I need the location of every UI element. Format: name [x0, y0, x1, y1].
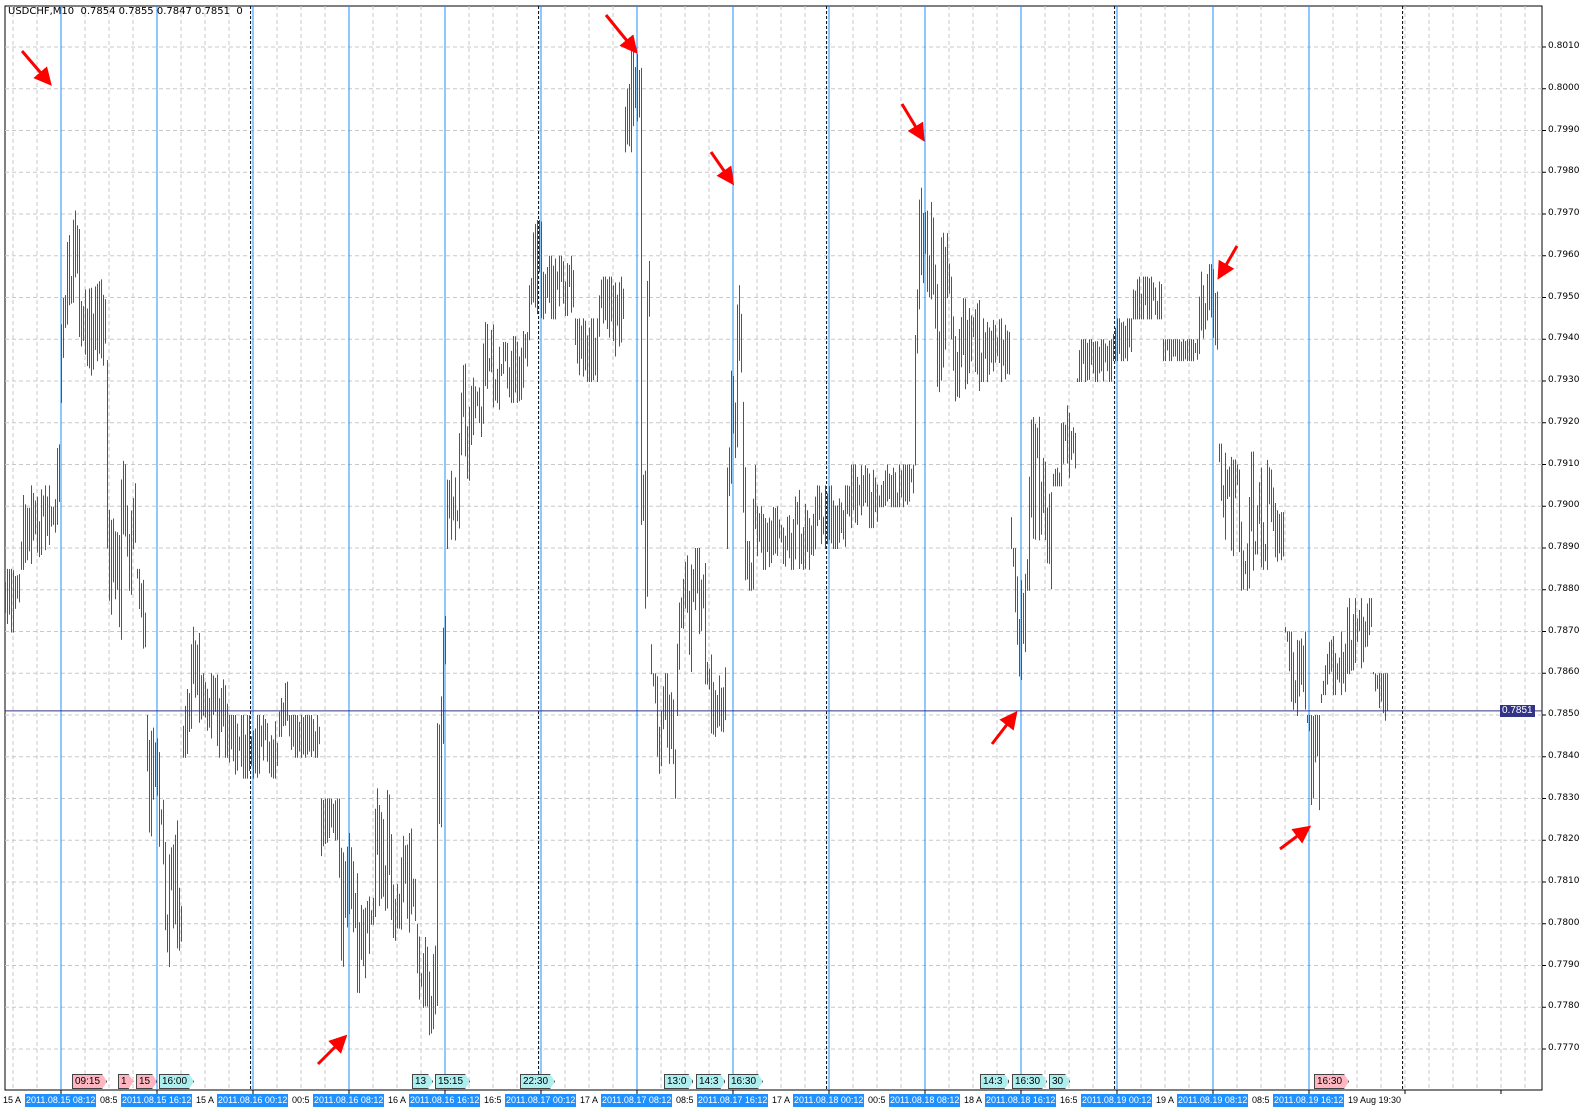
- x-tick-label: 00:5: [292, 1095, 310, 1105]
- y-tick-label: 0.7850: [1548, 709, 1580, 719]
- current-price-label: 0.7851: [1500, 704, 1535, 717]
- y-tick-label: 0.7870: [1548, 625, 1580, 636]
- y-tick-label: 0.7860: [1548, 667, 1580, 678]
- x-tick-label: 17 A: [580, 1095, 599, 1105]
- x-tick-label: 19 Aug 19:30: [1348, 1095, 1402, 1105]
- red-arrow-annotation: [20, 50, 52, 86]
- event-label[interactable]: 1: [118, 1074, 134, 1089]
- event-label[interactable]: 09:15: [72, 1074, 107, 1089]
- y-tick-label: 0.7820: [1548, 834, 1580, 845]
- period-time-label: 2011.08.18 16:12: [985, 1094, 1057, 1107]
- event-label[interactable]: 15: [136, 1074, 157, 1089]
- y-tick-label: 0.7920: [1548, 416, 1580, 427]
- x-tick-label: 08:5: [1252, 1095, 1270, 1105]
- red-arrow-annotation: [709, 151, 735, 186]
- period-time-label: 2011.08.17 08:12: [601, 1094, 673, 1107]
- event-label[interactable]: 15:15: [435, 1074, 470, 1089]
- y-tick-label: 0.7830: [1548, 792, 1580, 803]
- y-tick-label: 0.8000: [1548, 82, 1580, 93]
- y-tick-label: 0.7890: [1548, 542, 1580, 552]
- period-time-label: 2011.08.19 00:12: [1081, 1094, 1153, 1107]
- y-tick-label: 0.7990: [1548, 124, 1580, 135]
- red-arrow-annotation: [316, 1034, 348, 1066]
- red-arrow-annotation: [1217, 245, 1239, 280]
- red-arrow-annotation: [1279, 825, 1312, 851]
- period-time-label: 2011.08.16 08:12: [313, 1094, 385, 1107]
- period-time-label: 2011.08.16 00:12: [217, 1094, 289, 1107]
- event-label[interactable]: 16:00: [159, 1074, 194, 1089]
- y-tick-label: 0.7980: [1548, 166, 1580, 177]
- x-tick-label: 18 A: [964, 1095, 983, 1105]
- period-time-label: 2011.08.17 16:12: [697, 1094, 769, 1107]
- period-time-label: 2011.08.18 08:12: [889, 1094, 961, 1107]
- event-label[interactable]: 14:3: [696, 1074, 725, 1089]
- period-time-label: 2011.08.17 00:12: [505, 1094, 577, 1107]
- x-tick-label: 00:5: [868, 1095, 886, 1105]
- period-time-label: 2011.08.15 08:12: [25, 1094, 97, 1107]
- period-time-label: 2011.08.18 00:12: [793, 1094, 865, 1107]
- chart-header: USDCHF,M10 0.7854 0.7855 0.7847 0.7851 0: [8, 6, 243, 17]
- y-tick-label: 0.7930: [1548, 375, 1580, 385]
- period-time-label: 2011.08.19 08:12: [1177, 1094, 1249, 1107]
- event-label[interactable]: 14:3: [980, 1074, 1009, 1089]
- event-label[interactable]: 22:30: [520, 1074, 555, 1089]
- x-tick-label: 08:5: [676, 1095, 694, 1105]
- y-tick-label: 0.7910: [1548, 458, 1580, 469]
- x-tick-label: 15 A: [3, 1095, 22, 1105]
- y-tick-label: 0.7940: [1548, 333, 1580, 344]
- y-tick-label: 0.7950: [1548, 291, 1580, 302]
- event-label[interactable]: 13: [412, 1074, 433, 1089]
- x-tick-label: 16 A: [388, 1095, 407, 1105]
- y-tick-label: 0.7900: [1548, 500, 1580, 511]
- x-tick-label: 16:5: [484, 1095, 502, 1105]
- x-tick-label: 16:5: [1060, 1095, 1078, 1105]
- event-label[interactable]: 16:30: [1314, 1074, 1349, 1089]
- event-label[interactable]: 30: [1049, 1074, 1070, 1089]
- x-tick-label: 19 A: [1156, 1095, 1175, 1105]
- event-label[interactable]: 16:30: [1012, 1074, 1047, 1089]
- red-arrow-annotation: [900, 103, 925, 142]
- y-tick-label: 0.8010: [1548, 41, 1580, 51]
- y-tick-label: 0.7960: [1548, 249, 1580, 260]
- event-label[interactable]: 13:0: [664, 1074, 693, 1089]
- y-tick-label: 0.7770: [1548, 1043, 1580, 1053]
- y-tick-label: 0.7840: [1548, 750, 1580, 761]
- y-tick-label: 0.7780: [1548, 1001, 1580, 1012]
- x-tick-label: 08:5: [100, 1095, 118, 1105]
- period-time-label: 2011.08.19 16:12: [1273, 1094, 1345, 1107]
- y-tick-label: 0.7970: [1548, 208, 1580, 218]
- y-tick-label: 0.7810: [1548, 876, 1580, 886]
- period-time-label: 2011.08.15 16:12: [121, 1094, 193, 1107]
- period-time-label: 2011.08.16 16:12: [409, 1094, 481, 1107]
- event-label[interactable]: 16:30: [728, 1074, 763, 1089]
- x-tick-label: 17 A: [772, 1095, 791, 1105]
- y-tick-label: 0.7790: [1548, 959, 1580, 970]
- red-arrow-annotation: [990, 710, 1018, 745]
- y-tick-label: 0.7880: [1548, 583, 1580, 594]
- y-tick-label: 0.7800: [1548, 917, 1580, 928]
- red-arrow-annotation: [604, 14, 638, 54]
- x-tick-label: 15 A: [196, 1095, 215, 1105]
